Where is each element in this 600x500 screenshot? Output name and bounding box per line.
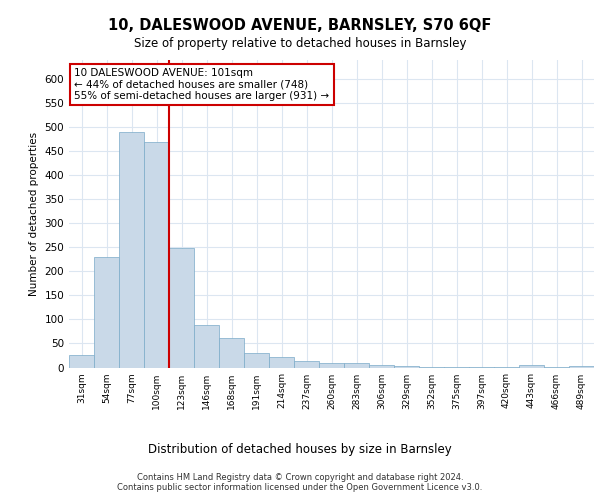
- Text: Size of property relative to detached houses in Barnsley: Size of property relative to detached ho…: [134, 38, 466, 51]
- Bar: [244, 353, 269, 368]
- Y-axis label: Number of detached properties: Number of detached properties: [29, 132, 39, 296]
- Bar: [119, 132, 144, 368]
- Text: Distribution of detached houses by size in Barnsley: Distribution of detached houses by size …: [148, 442, 452, 456]
- Bar: [94, 257, 119, 368]
- Bar: [144, 142, 169, 368]
- Bar: [194, 325, 219, 368]
- Bar: [219, 338, 244, 368]
- Bar: [394, 366, 419, 368]
- Bar: [369, 365, 394, 368]
- Bar: [169, 248, 194, 368]
- Bar: [269, 357, 294, 368]
- Text: 10 DALESWOOD AVENUE: 101sqm
← 44% of detached houses are smaller (748)
55% of se: 10 DALESWOOD AVENUE: 101sqm ← 44% of det…: [74, 68, 329, 101]
- Text: 10, DALESWOOD AVENUE, BARNSLEY, S70 6QF: 10, DALESWOOD AVENUE, BARNSLEY, S70 6QF: [109, 18, 491, 32]
- Text: Contains HM Land Registry data © Crown copyright and database right 2024.
Contai: Contains HM Land Registry data © Crown c…: [118, 473, 482, 492]
- Bar: [294, 362, 319, 368]
- Bar: [519, 364, 544, 368]
- Bar: [69, 356, 94, 368]
- Bar: [569, 366, 594, 368]
- Bar: [419, 366, 444, 368]
- Bar: [444, 366, 469, 368]
- Bar: [319, 362, 344, 368]
- Bar: [344, 363, 369, 368]
